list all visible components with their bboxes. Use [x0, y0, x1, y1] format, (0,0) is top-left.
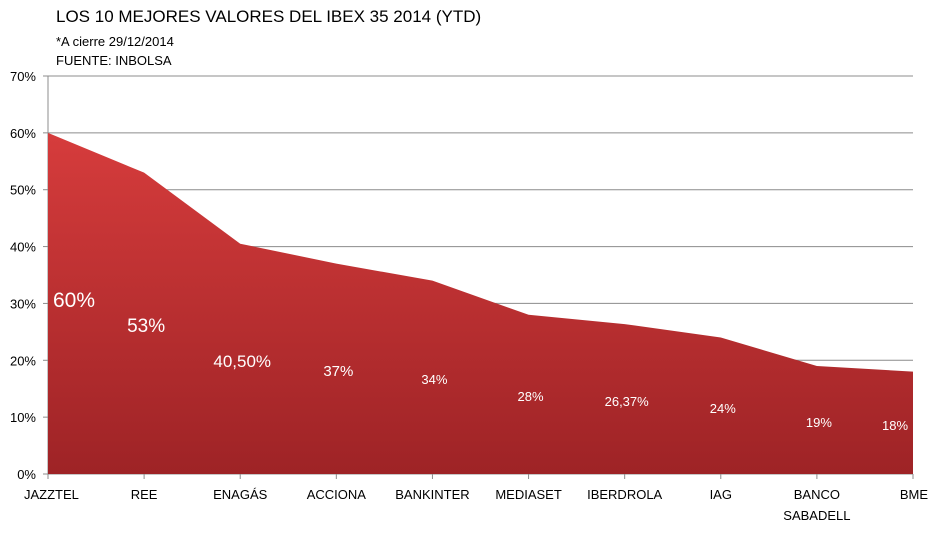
data-label: 37% [323, 363, 353, 380]
x-tick-label: REE [131, 487, 158, 502]
y-tick-label: 40% [10, 240, 36, 255]
chart-subtitle-date: *A cierre 29/12/2014 [56, 34, 174, 49]
data-label: 60% [53, 289, 95, 312]
x-axis: JAZZTEL REE ENAGÁS ACCIONA BANKINTER MEDIASET… [24, 487, 928, 523]
y-tick-label: 30% [10, 296, 36, 311]
x-tick-label: JAZZTEL [24, 487, 79, 502]
data-label: 18% [882, 418, 908, 433]
x-tick-label: ENAGÁS [213, 487, 268, 502]
x-tick-label: BANCO SABADELL [783, 487, 850, 523]
y-tick-label: 70% [10, 69, 36, 84]
data-labels: 60% 53% 40,50% 37% 34% 28% 26,37% 24% 19% 18% [53, 289, 908, 433]
data-label: 40,50% [213, 352, 271, 371]
x-tick-label: IBERDROLA [587, 487, 662, 502]
x-tick-label: ACCIONA [307, 487, 367, 502]
chart-title: LOS 10 MEJORES VALORES DEL IBEX 35 2014 … [56, 7, 482, 26]
x-tick-label: BME [900, 487, 929, 502]
x-tick-label: MEDIASET [495, 487, 562, 502]
data-label: 19% [806, 415, 832, 430]
y-tick-label: 0% [17, 467, 36, 482]
y-tick-label: 50% [10, 183, 36, 198]
y-axis: 0% 10% 20% 30% 40% 50% 60% 70% [10, 69, 36, 482]
chart-subtitle-source: FUENTE: INBOLSA [56, 53, 172, 68]
data-label: 26,37% [605, 394, 650, 409]
data-label: 34% [421, 372, 447, 387]
y-tick-label: 60% [10, 126, 36, 141]
y-tick-label: 20% [10, 353, 36, 368]
data-label: 24% [710, 401, 736, 416]
data-label: 28% [518, 389, 544, 404]
area-series [48, 132, 913, 474]
y-tick-label: 10% [10, 410, 36, 425]
data-label: 53% [127, 316, 165, 337]
x-tick-label: IAG [710, 487, 732, 502]
x-tick-label: BANKINTER [395, 487, 469, 502]
